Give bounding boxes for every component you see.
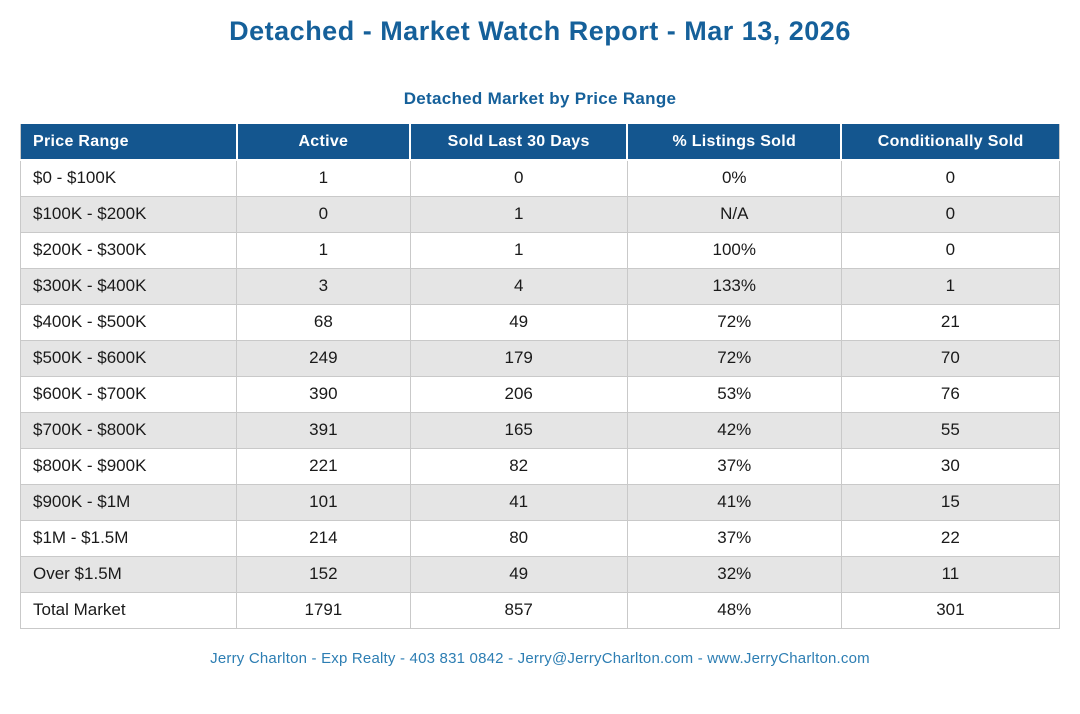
table-row: $200K - $300K 1 1 100% 0: [19, 231, 1061, 269]
value-cell: 76: [840, 375, 1061, 413]
value-cell: 1: [840, 267, 1061, 305]
table-row: $600K - $700K 390 206 53% 76: [19, 375, 1061, 413]
price-range-cell: $0 - $100K: [19, 159, 238, 197]
table-row: $100K - $200K 0 1 N/A 0: [19, 195, 1061, 233]
price-range-cell: $200K - $300K: [19, 231, 238, 269]
price-range-cell: $1M - $1.5M: [19, 519, 238, 557]
column-header-price-range: Price Range: [19, 124, 237, 161]
table-row-total: Total Market 1791 857 48% 301: [19, 591, 1061, 629]
value-cell: 4: [409, 267, 628, 305]
value-cell: N/A: [626, 195, 842, 233]
value-cell: 48%: [626, 591, 842, 629]
table-row: Over $1.5M 152 49 32% 11: [19, 555, 1061, 593]
value-cell: 1: [409, 195, 628, 233]
value-cell: 37%: [626, 447, 842, 485]
table-body: $0 - $100K 1 0 0% 0 $100K - $200K 0 1 N/A 0 $200K …: [19, 159, 1061, 629]
value-cell: 32%: [626, 555, 842, 593]
table-row: $0 - $100K 1 0 0% 0: [19, 159, 1061, 197]
value-cell: 0%: [626, 159, 842, 197]
value-cell: 82: [409, 447, 628, 485]
price-range-cell: $500K - $600K: [19, 339, 238, 377]
value-cell: 133%: [626, 267, 842, 305]
footer-contact-info: Jerry Charlton - Exp Realty - 403 831 08…: [210, 649, 870, 667]
value-cell: 249: [236, 339, 411, 377]
value-cell: 80: [409, 519, 628, 557]
value-cell: 1: [236, 231, 411, 269]
value-cell: 0: [236, 195, 411, 233]
value-cell: 55: [840, 411, 1061, 449]
price-range-cell: $400K - $500K: [19, 303, 238, 341]
column-header-sold-last-30-days: Sold Last 30 Days: [409, 124, 628, 161]
value-cell: 72%: [626, 303, 842, 341]
table-row: $400K - $500K 68 49 72% 21: [19, 303, 1061, 341]
value-cell: 30: [840, 447, 1061, 485]
value-cell: 100%: [626, 231, 842, 269]
value-cell: 152: [236, 555, 411, 593]
value-cell: 15: [840, 483, 1061, 521]
price-range-cell: $300K - $400K: [19, 267, 238, 305]
table-row: $500K - $600K 249 179 72% 70: [19, 339, 1061, 377]
value-cell: 301: [840, 591, 1061, 629]
price-range-cell: $700K - $800K: [19, 411, 238, 449]
table-header-row: Price Range Active Sold Last 30 Days % L…: [19, 124, 1061, 161]
price-range-cell: $600K - $700K: [19, 375, 238, 413]
value-cell: 72%: [626, 339, 842, 377]
column-header-pct-listings-sold: % Listings Sold: [626, 124, 842, 161]
table-row: $900K - $1M 101 41 41% 15: [19, 483, 1061, 521]
market-table: Price Range Active Sold Last 30 Days % L…: [19, 124, 1061, 629]
table-header: Price Range Active Sold Last 30 Days % L…: [19, 124, 1061, 161]
value-cell: 11: [840, 555, 1061, 593]
price-range-cell: $100K - $200K: [19, 195, 238, 233]
value-cell: 391: [236, 411, 411, 449]
value-cell: 179: [409, 339, 628, 377]
table-row: $300K - $400K 3 4 133% 1: [19, 267, 1061, 305]
value-cell: 49: [409, 555, 628, 593]
table-row: $800K - $900K 221 82 37% 30: [19, 447, 1061, 485]
value-cell: 42%: [626, 411, 842, 449]
value-cell: 1: [409, 231, 628, 269]
value-cell: 22: [840, 519, 1061, 557]
value-cell: 41%: [626, 483, 842, 521]
value-cell: 37%: [626, 519, 842, 557]
value-cell: 390: [236, 375, 411, 413]
table-row: $700K - $800K 391 165 42% 55: [19, 411, 1061, 449]
value-cell: 70: [840, 339, 1061, 377]
value-cell: 0: [840, 231, 1061, 269]
value-cell: 0: [409, 159, 628, 197]
value-cell: 857: [409, 591, 628, 629]
value-cell: 41: [409, 483, 628, 521]
page-title: Detached - Market Watch Report - Mar 13,…: [229, 16, 851, 46]
price-range-cell: $800K - $900K: [19, 447, 238, 485]
value-cell: 1: [236, 159, 411, 197]
value-cell: 53%: [626, 375, 842, 413]
value-cell: 49: [409, 303, 628, 341]
value-cell: 101: [236, 483, 411, 521]
column-header-conditionally-sold: Conditionally Sold: [840, 124, 1061, 161]
value-cell: 0: [840, 159, 1061, 197]
table-title: Detached Market by Price Range: [403, 89, 677, 108]
value-cell: 0: [840, 195, 1061, 233]
value-cell: 221: [236, 447, 411, 485]
value-cell: 206: [409, 375, 628, 413]
value-cell: 68: [236, 303, 411, 341]
price-range-cell: $900K - $1M: [19, 483, 238, 521]
value-cell: 21: [840, 303, 1061, 341]
value-cell: 1791: [236, 591, 411, 629]
price-range-cell: Total Market: [19, 591, 238, 629]
value-cell: 165: [409, 411, 628, 449]
value-cell: 3: [236, 267, 411, 305]
value-cell: 214: [236, 519, 411, 557]
table-row: $1M - $1.5M 214 80 37% 22: [19, 519, 1061, 557]
column-header-active: Active: [235, 124, 411, 161]
price-range-cell: Over $1.5M: [19, 555, 238, 593]
